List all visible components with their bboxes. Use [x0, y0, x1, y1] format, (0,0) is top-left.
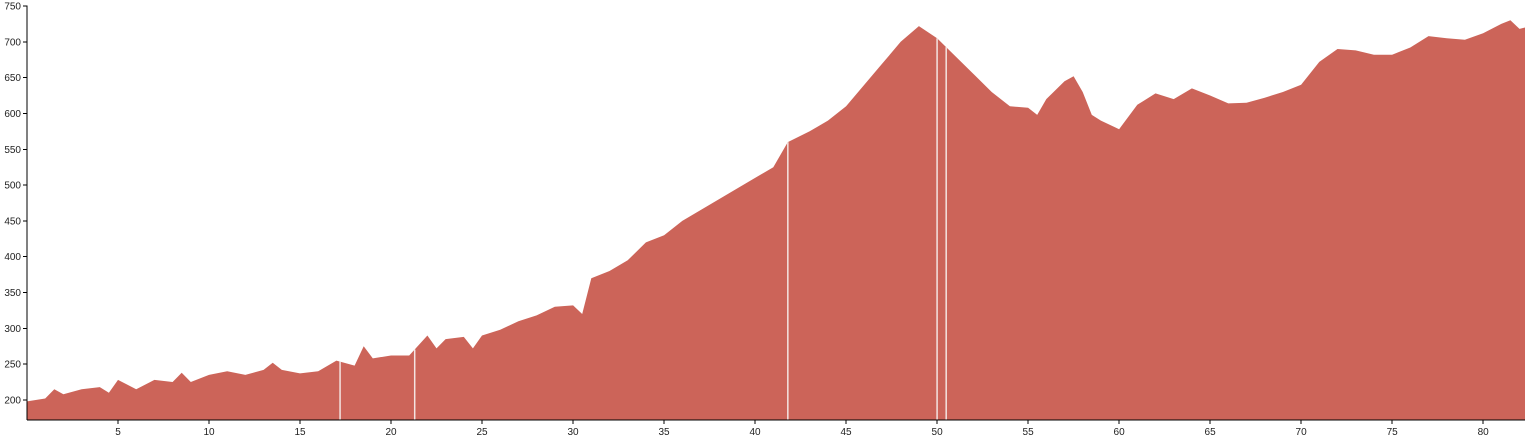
x-tick-label: 5 — [115, 427, 121, 438]
x-tick-label: 60 — [1114, 427, 1126, 438]
y-axis: 200 250 300 350 400 450 500 550 600 650 700 750 — [4, 2, 28, 420]
x-tick-label: 70 — [1296, 427, 1308, 438]
x-tick-label: 45 — [841, 427, 853, 438]
y-tick-label: 200 — [4, 395, 21, 406]
y-axis-line — [23, 5, 28, 420]
y-tick-label: 300 — [4, 324, 21, 335]
x-tick-label: 50 — [932, 427, 944, 438]
y-tick-label: 600 — [4, 109, 21, 120]
y-tick-label: 750 — [4, 2, 21, 13]
x-tick-label: 15 — [294, 427, 306, 438]
y-tick-label: 450 — [4, 216, 21, 227]
x-tick-label: 20 — [385, 427, 397, 438]
x-tick-label: 10 — [203, 427, 215, 438]
x-tick-label: 30 — [567, 427, 579, 438]
y-tick-label: 650 — [4, 73, 21, 84]
y-tick-label: 350 — [4, 288, 21, 299]
y-tick-label: 250 — [4, 360, 21, 371]
y-tick-label: 400 — [4, 252, 21, 263]
x-tick-label: 65 — [1205, 427, 1217, 438]
x-tick-label: 35 — [658, 427, 670, 438]
x-tick-label: 80 — [1478, 427, 1490, 438]
area-layer — [27, 20, 1525, 421]
y-tick-label: 500 — [4, 181, 21, 192]
elevation-area — [27, 20, 1525, 421]
y-tick-label: 700 — [4, 37, 21, 48]
x-tick-label: 55 — [1023, 427, 1035, 438]
x-tick-label: 25 — [476, 427, 488, 438]
gap-markers — [339, 38, 947, 420]
x-tick-label: 40 — [750, 427, 762, 438]
x-tick-label: 75 — [1387, 427, 1399, 438]
x-axis: 5 10 15 20 25 30 35 40 45 50 55 60 65 70 75 80 — [27, 419, 1525, 438]
y-tick-label: 550 — [4, 145, 21, 156]
